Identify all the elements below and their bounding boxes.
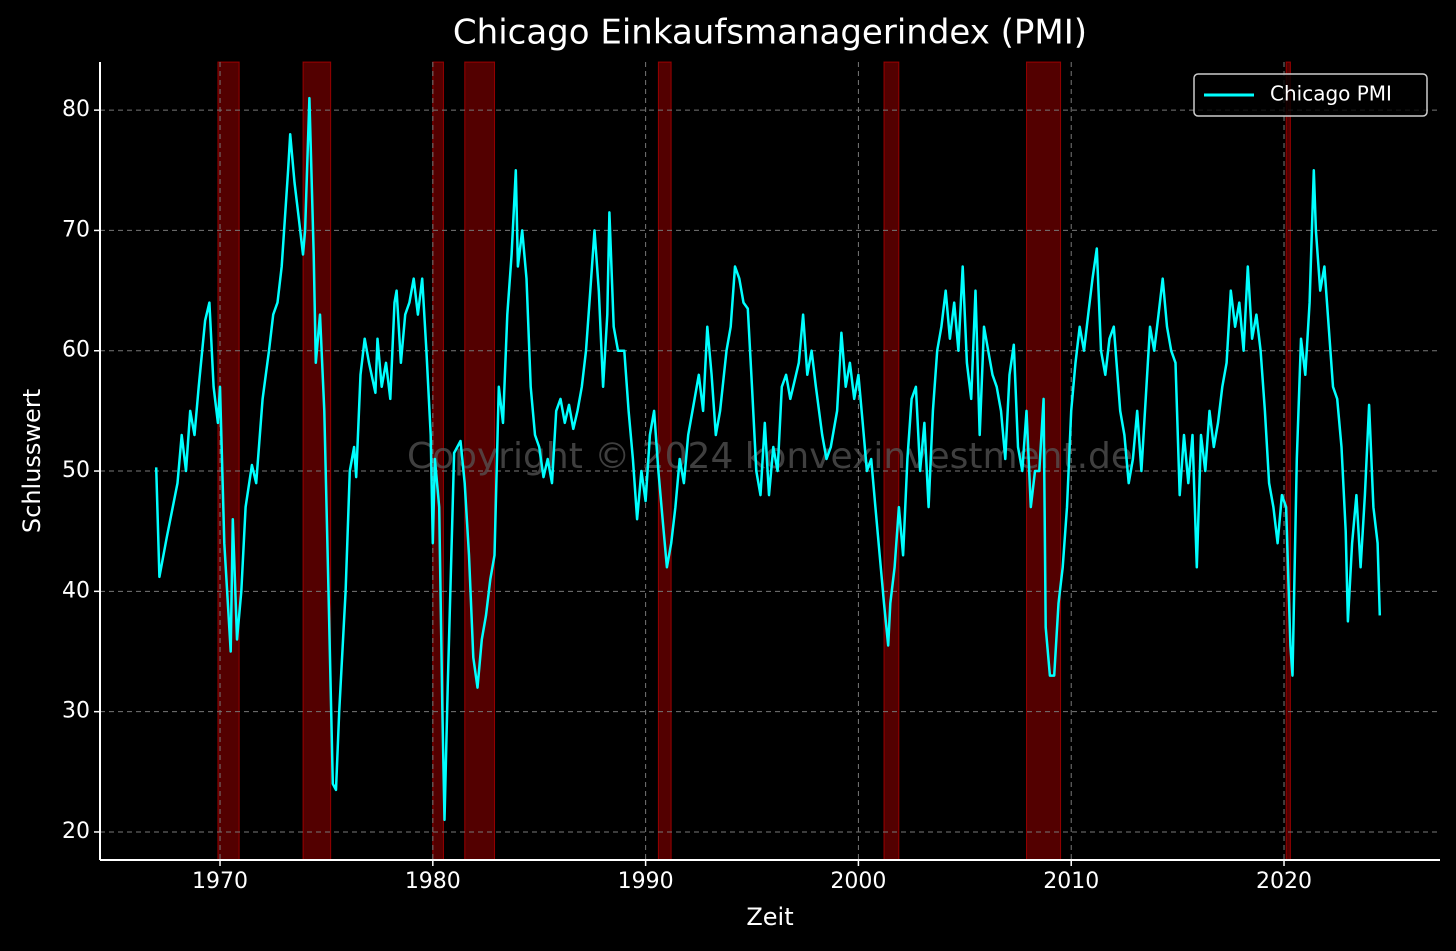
legend-box xyxy=(1193,73,1428,117)
x-tick-label: 2020 xyxy=(1256,869,1312,894)
y-tick-label: 30 xyxy=(62,699,90,724)
x-axis-label: Zeit xyxy=(746,903,793,931)
recession-band xyxy=(464,61,496,861)
x-tick-label: 2000 xyxy=(830,869,886,894)
y-tick-label: 40 xyxy=(62,578,90,603)
y-tick-label: 20 xyxy=(62,819,90,844)
x-tick-label: 1980 xyxy=(405,869,461,894)
y-tick-label: 60 xyxy=(62,338,90,363)
legend-label: Chicago PMI xyxy=(1270,82,1392,106)
y-axis-label: Schlusswert xyxy=(18,389,46,533)
y-tick-label: 80 xyxy=(62,97,90,122)
y-tick-label: 50 xyxy=(62,458,90,483)
recession-band xyxy=(1285,61,1291,861)
plot-area: 1970 1980 1990 2000 2010 202020304050607080Co… xyxy=(62,61,1440,894)
x-tick-label: 1970 xyxy=(192,869,248,894)
x-tick-label: 2010 xyxy=(1043,869,1099,894)
x-tick-label: 1990 xyxy=(618,869,674,894)
chart-title: Chicago Einkaufsmanagerindex (PMI) xyxy=(453,13,1087,53)
data-line xyxy=(154,96,1382,822)
y-tick-label: 70 xyxy=(62,217,90,242)
